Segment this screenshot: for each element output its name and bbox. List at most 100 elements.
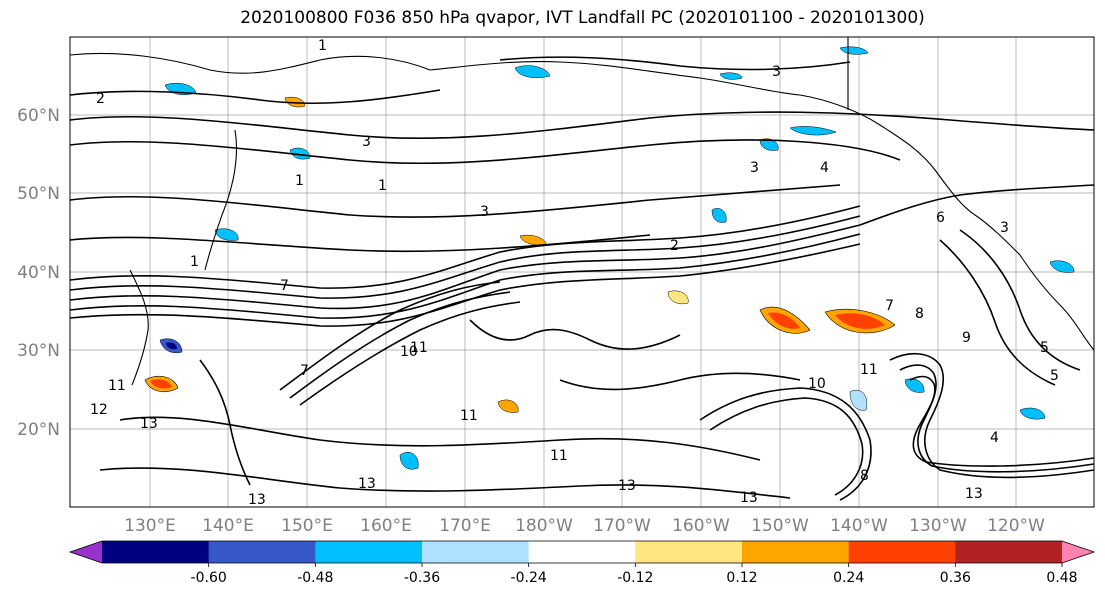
- lat-label: 60°N: [17, 106, 60, 126]
- contour-label: 9: [962, 330, 971, 346]
- contour-label: 12: [90, 402, 108, 418]
- contour-line: [70, 224, 861, 310]
- lon-label: 140°W: [830, 516, 888, 536]
- contour-line: [559, 372, 801, 391]
- latitude-labels: 60°N 50°N 40°N 30°N 20°N: [17, 106, 60, 440]
- moisture-positive-core: [835, 313, 885, 329]
- contour-line: [279, 281, 501, 391]
- lon-label: 150°E: [281, 516, 333, 536]
- graticule: [70, 37, 1094, 507]
- moisture-negative-patch: [1019, 407, 1046, 420]
- contour-line: [899, 364, 1094, 473]
- contour-label: 11: [550, 448, 568, 464]
- ivt-contours: [70, 56, 1094, 501]
- contour-line: [289, 291, 511, 399]
- contour-line: [70, 184, 841, 218]
- contour-line: [70, 233, 861, 319]
- qvapor-shading: [144, 46, 1075, 470]
- contour-line: [70, 243, 861, 327]
- colorbar-segment: [422, 541, 530, 563]
- contour-label: 7: [280, 278, 289, 294]
- contour-line: [889, 352, 1094, 479]
- contour-label: 4: [820, 160, 829, 176]
- contour-label: 3: [772, 64, 781, 80]
- colorbar-tick-label: 0.12: [726, 570, 757, 586]
- contour-label: 11: [108, 378, 126, 394]
- contour-label: 13: [740, 490, 758, 506]
- lon-label: 160°E: [360, 516, 412, 536]
- moisture-negative-patch: [214, 228, 239, 241]
- contour-label: 1: [190, 254, 199, 270]
- colorbar-segment: [102, 541, 210, 563]
- coastline: [429, 61, 801, 96]
- colorbar-segment: [528, 541, 636, 563]
- contour-label: 10: [400, 344, 418, 360]
- contour-label: 13: [358, 476, 376, 492]
- colorbar-tick-label: 0.36: [940, 570, 971, 586]
- contour-line: [70, 139, 901, 165]
- contour-label: 4: [990, 430, 999, 446]
- moisture-negative-core: [166, 342, 177, 350]
- lon-label: 130°W: [909, 516, 967, 536]
- contour-line: [70, 205, 861, 289]
- map-title: 2020100800 F036 850 hPa qvapor, IVT Land…: [240, 8, 925, 28]
- moisture-negative-patch: [759, 138, 779, 151]
- map-frame: [69, 36, 1095, 508]
- lon-label: 160°W: [672, 516, 730, 536]
- lat-label: 20°N: [17, 420, 60, 440]
- contour-label: 13: [248, 492, 266, 508]
- moisture-negative-patch: [789, 126, 837, 136]
- moisture-negative-patch: [514, 65, 551, 78]
- longitude-labels: 130°E 140°E 150°E 160°E 170°E 180°W 170°…: [124, 516, 1045, 536]
- contour-line: [859, 184, 1094, 226]
- contour-line: [469, 319, 681, 350]
- contour-line: [70, 111, 1094, 140]
- colorbar-segment: [315, 541, 423, 563]
- contour-line: [199, 359, 251, 486]
- colorbar-segment: [635, 541, 743, 563]
- colorbar-extension-max: [1062, 541, 1094, 563]
- contour-line: [499, 56, 851, 71]
- contour-label: 5: [1050, 368, 1059, 384]
- moisture-negative-patch: [289, 147, 311, 160]
- colorbar-segment: [848, 541, 956, 563]
- contour-label: 2: [96, 91, 105, 107]
- coastline: [204, 129, 238, 271]
- coastlines: [70, 37, 1094, 386]
- colorbar-tick-label: -0.36: [404, 570, 440, 586]
- contour-label: 10: [808, 376, 826, 392]
- contour-label: 2: [670, 238, 679, 254]
- contour-label: 11: [860, 362, 878, 378]
- lon-label: 170°E: [439, 516, 491, 536]
- lat-label: 40°N: [17, 263, 60, 283]
- contour-line: [709, 397, 864, 496]
- coastline: [974, 214, 1094, 351]
- colorbar-tick-label: 0.24: [833, 570, 864, 586]
- map-area: 1 2 3 3 3 4 1 1 3 2 1 7 10 11 11 12 13 1…: [69, 36, 1095, 508]
- contour-line: [99, 467, 791, 499]
- colorbar-segment: [955, 541, 1063, 563]
- moisture-negative-patch: [839, 46, 869, 55]
- moisture-positive-patch: [497, 399, 519, 413]
- contour-line: [70, 215, 861, 299]
- contour-line: [699, 387, 872, 501]
- moisture-negative-patch: [849, 389, 868, 411]
- contour-line: [299, 301, 521, 406]
- colorbar-tick-label: -0.48: [297, 570, 333, 586]
- contour-line: [909, 375, 1094, 467]
- colorbar-segment: [208, 541, 316, 563]
- contour-label: 6: [936, 210, 945, 226]
- colorbar-segment: [742, 541, 850, 563]
- contour-label: 3: [1000, 220, 1009, 236]
- contour-line: [119, 416, 761, 461]
- contour-label: 11: [410, 340, 428, 356]
- contour-line: [70, 234, 651, 253]
- lon-label: 180°W: [515, 516, 573, 536]
- moisture-positive-core: [150, 379, 172, 389]
- contour-label: 7: [300, 363, 309, 379]
- contour-labels: 1 2 3 3 3 4 1 1 3 2 1 7 10 11 11 12 13 1…: [90, 38, 1059, 508]
- lon-label: 140°E: [202, 516, 254, 536]
- colorbar-tick-label: -0.24: [511, 570, 547, 586]
- lon-label: 120°W: [987, 516, 1045, 536]
